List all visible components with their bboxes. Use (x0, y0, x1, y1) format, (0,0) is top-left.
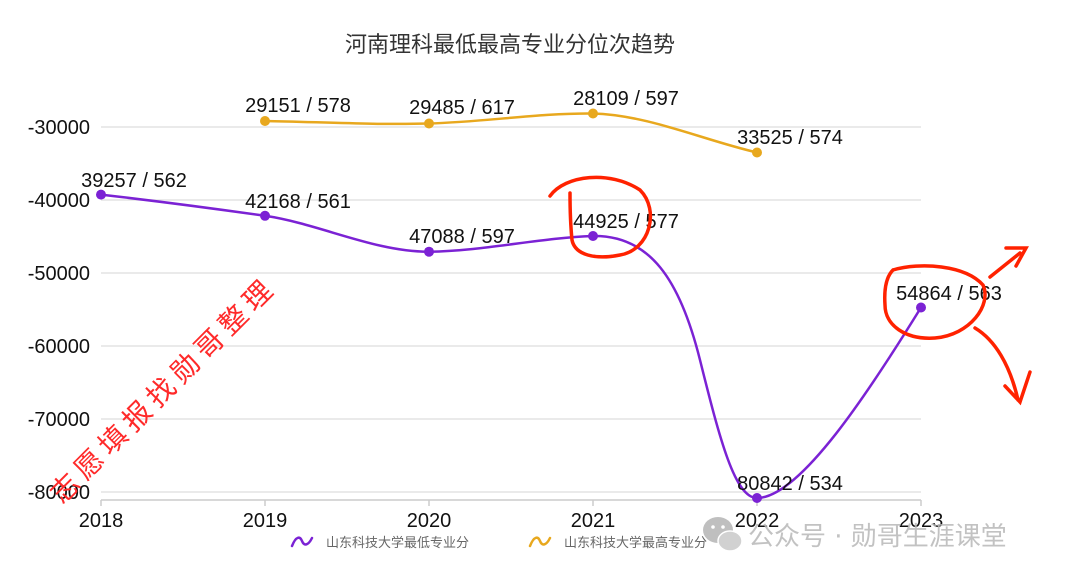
data-label: 44925 / 577 (573, 211, 679, 233)
data-label: 54864 / 563 (896, 283, 1002, 305)
arrow-up-icon (988, 246, 1029, 279)
x-tick: 2023 (899, 510, 944, 532)
data-label: 29485 / 617 (409, 97, 515, 119)
red-annotations (548, 175, 1032, 406)
data-point[interactable] (752, 147, 762, 158)
arrow-down-icon (973, 326, 1032, 406)
legend-label: 山东科技大学最低专业分 (326, 535, 469, 551)
data-label: 47088 / 597 (409, 226, 515, 248)
data-label: 42168 / 561 (245, 191, 351, 213)
x-tick: 2020 (407, 510, 452, 532)
data-label: 39257 / 562 (81, 170, 187, 192)
y-axis-labels: -30000 -40000 -50000 -60000 -70000 -8000… (28, 117, 90, 504)
legend-label: 山东科技大学最高专业分 (564, 535, 707, 551)
brand-text: 公众号 · 勋哥生涯课堂 (748, 522, 1007, 552)
y-tick: -40000 (28, 190, 90, 212)
data-label: 80842 / 534 (737, 473, 843, 495)
wechat-icon (703, 517, 743, 552)
chart-title: 河南理科最低最高专业分位次趋势 (345, 33, 675, 58)
data-point[interactable] (260, 210, 270, 221)
watermark-text: 志愿填报找勋哥整理 (44, 270, 284, 510)
data-label: 29151 / 578 (245, 95, 351, 117)
data-point[interactable] (260, 116, 270, 126)
y-tick: -30000 (28, 117, 90, 139)
y-tick: -70000 (28, 409, 90, 431)
y-tick: -60000 (28, 336, 90, 358)
legend-item-min[interactable]: 山东科技大学最低专业分 (290, 535, 469, 551)
gridlines (101, 126, 921, 493)
data-point[interactable] (424, 246, 434, 257)
x-axis (100, 499, 922, 506)
legend: 山东科技大学最低专业分 山东科技大学最高专业分 (290, 535, 707, 551)
x-tick: 2022 (735, 510, 780, 532)
data-point[interactable] (424, 118, 434, 129)
data-point[interactable] (96, 189, 106, 200)
circle-2023-annotation (883, 264, 987, 340)
series-max: 29151 / 578 29485 / 617 28109 / 597 3352… (245, 88, 843, 158)
x-tick: 2021 (571, 510, 616, 532)
wave-icon (528, 536, 552, 548)
x-axis-labels: 2018 2019 2020 2021 2022 2023 (79, 510, 944, 532)
data-label: 33525 / 574 (737, 127, 843, 149)
y-tick: -50000 (28, 263, 90, 285)
brand-watermark: 公众号 · 勋哥生涯课堂 (703, 517, 1007, 552)
data-point[interactable] (752, 493, 762, 503)
wave-icon (290, 536, 314, 548)
circle-2021-annotation (548, 175, 652, 259)
x-tick: 2019 (243, 510, 288, 532)
legend-item-max[interactable]: 山东科技大学最高专业分 (528, 535, 707, 551)
data-label: 28109 / 597 (573, 88, 679, 110)
y-tick: -80000 (28, 482, 90, 504)
series-min: 39257 / 562 42168 / 561 47088 / 597 4492… (81, 170, 1002, 503)
data-point[interactable] (588, 108, 598, 119)
x-tick: 2018 (79, 510, 124, 532)
data-point[interactable] (916, 302, 926, 313)
data-point[interactable] (588, 231, 598, 241)
